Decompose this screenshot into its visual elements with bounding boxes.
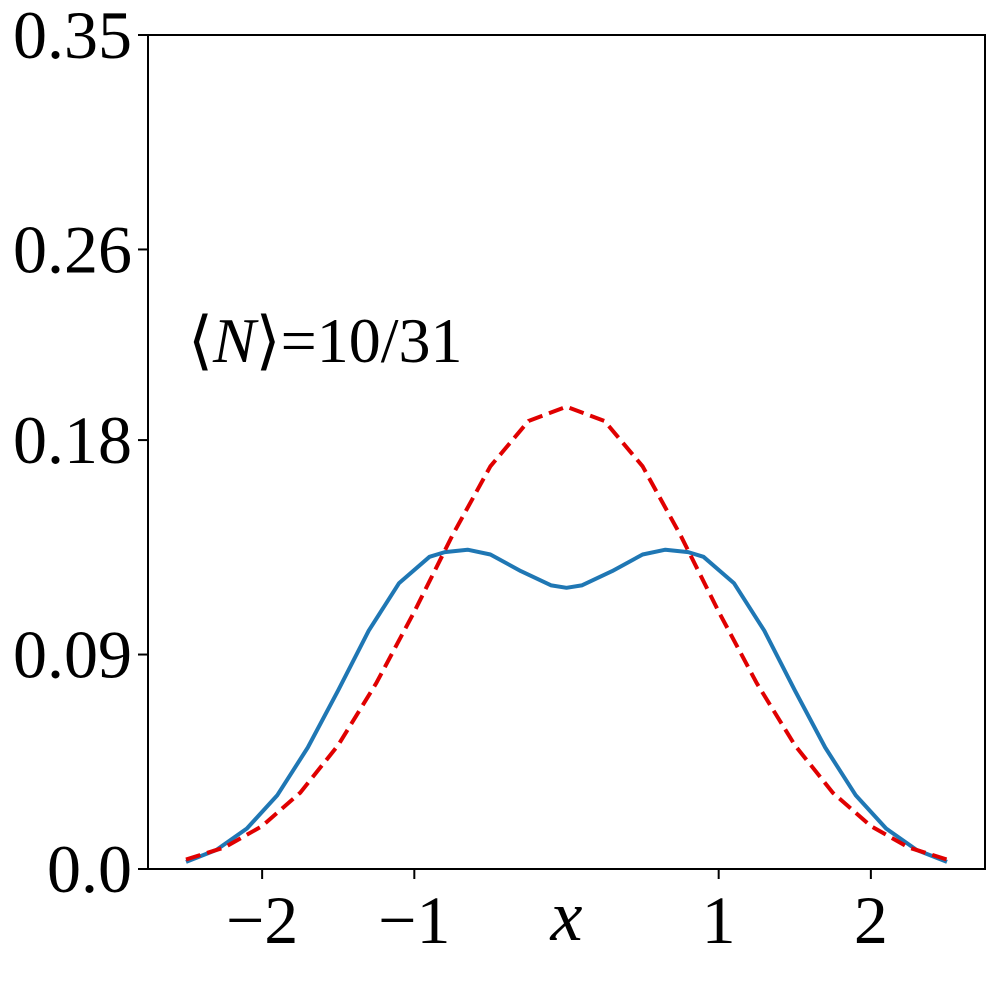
axis-ticks: −2 −1 1 2 0.0 0.09 0.18 0.26 0.35 (13, 0, 888, 958)
x-tick-label: −1 (378, 882, 450, 958)
x-tick-label: −2 (226, 882, 298, 958)
annotation-close-bracket: ⟩ (256, 305, 281, 376)
annotation-open-bracket: ⟨ (188, 305, 213, 376)
annotation-value: =10/31 (281, 305, 463, 376)
y-tick-label: 0.18 (13, 402, 132, 478)
y-tick-label: 0.26 (13, 211, 132, 287)
annotation-variable: N (212, 305, 259, 376)
y-tick-label: 0.0 (47, 831, 132, 907)
series-line-2 (185, 404, 948, 862)
y-tick-label: 0.35 (13, 0, 132, 73)
plot-frame (147, 34, 986, 870)
x-tick-label: 1 (702, 882, 736, 958)
x-tick-label: 2 (854, 882, 888, 958)
plot-area (185, 404, 948, 864)
mean-number-annotation: ⟨N⟩=10/31 (188, 305, 463, 376)
x-axis-label: x (550, 876, 583, 956)
y-tick-label: 0.09 (13, 617, 132, 693)
series-line-1 (185, 547, 948, 864)
